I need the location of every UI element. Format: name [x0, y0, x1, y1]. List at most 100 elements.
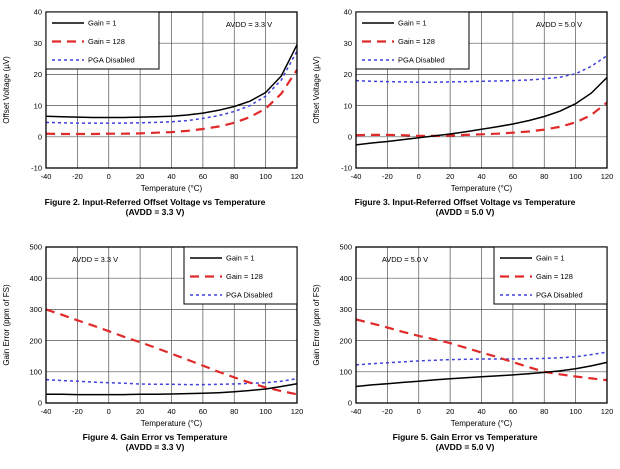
legend-label-gain-128: Gain = 128: [226, 272, 263, 281]
y-tick-labels: -10 0 10 20 30 40: [31, 8, 42, 173]
y-tick-labels: 0 100 200 300 400 500: [29, 243, 42, 408]
gain-error-5v0-chart: -40 -20 0 20 40 60 80 100 120 0 100 200 300 400 500 Tem…: [310, 235, 620, 431]
svg-text:80: 80: [230, 172, 238, 181]
svg-text:60: 60: [199, 172, 207, 181]
figure-4-caption: Figure 4. Gain Error vs Temperature: [82, 432, 228, 442]
series-line-gain-128: [355, 101, 608, 137]
x-tick-labels: -40 -20 0 20 40 60 80 100 120: [351, 407, 614, 416]
x-axis-label: Temperature (°C): [141, 419, 203, 428]
svg-text:120: 120: [601, 407, 614, 416]
svg-text:0: 0: [417, 407, 421, 416]
y-axis-label: Offset Voltage (µV): [312, 56, 321, 124]
svg-text:500: 500: [29, 243, 42, 252]
svg-text:0: 0: [38, 133, 42, 142]
svg-text:-20: -20: [72, 172, 83, 181]
chart-canvas: -40 -20 0 20 40 60 80 100 120 -10 0 10 20 30 40 Tempera…: [312, 8, 614, 193]
svg-text:300: 300: [339, 305, 352, 314]
legend-label-gain-1: Gain = 1: [88, 19, 117, 28]
svg-text:20: 20: [34, 70, 42, 79]
svg-text:300: 300: [29, 305, 42, 314]
svg-text:10: 10: [344, 101, 352, 110]
svg-text:100: 100: [29, 368, 42, 377]
svg-text:100: 100: [569, 407, 582, 416]
avdd-annotation: AVDD = 3.3 V: [72, 255, 118, 264]
y-axis-label: Gain Error (ppm of FS): [312, 284, 321, 366]
x-tick-labels: -40 -20 0 20 40 60 80 100 120: [351, 172, 614, 181]
gain-error-3v3-chart: -40 -20 0 20 40 60 80 100 120 0 100 200 300 400 500 Tem…: [0, 235, 310, 431]
svg-text:80: 80: [540, 172, 548, 181]
figure-5-condition: (AVDD = 5.0 V): [435, 442, 495, 452]
plot-border: [355, 11, 608, 169]
svg-text:-40: -40: [41, 172, 52, 181]
x-tick-labels: -40 -20 0 20 40 60 80 100 120: [41, 172, 304, 181]
svg-text:20: 20: [136, 407, 144, 416]
series-line-gain-1: [45, 44, 298, 119]
figure-4-condition: (AVDD = 3.3 V): [125, 442, 185, 452]
series-line-gain-1: [355, 76, 608, 146]
svg-text:-10: -10: [341, 164, 352, 173]
svg-text:20: 20: [136, 172, 144, 181]
chart-canvas: -40 -20 0 20 40 60 80 100 120 0 100 200 300 400 500 Tem…: [2, 243, 304, 428]
svg-text:20: 20: [446, 407, 454, 416]
svg-text:20: 20: [446, 172, 454, 181]
svg-text:40: 40: [477, 172, 485, 181]
y-tick-labels: 0 100 200 300 400 500: [339, 243, 352, 408]
svg-text:0: 0: [107, 407, 111, 416]
figure-5-caption: Figure 5. Gain Error vs Temperature: [392, 432, 538, 442]
legend-label-gain-128: Gain = 128: [536, 272, 573, 281]
svg-text:100: 100: [339, 368, 352, 377]
svg-text:40: 40: [167, 407, 175, 416]
y-tick-labels: -10 0 10 20 30 40: [341, 8, 352, 173]
plot-border: [45, 11, 298, 169]
chart-canvas: -40 -20 0 20 40 60 80 100 120 0 100 200 300 400 500 Tem…: [312, 243, 614, 428]
legend-label-pga-disabled: PGA Disabled: [226, 291, 273, 300]
series-line-gain-1: [355, 361, 608, 388]
avdd-annotation: AVDD = 5.0 V: [536, 20, 582, 29]
legend-label-gain-1: Gain = 1: [226, 254, 255, 263]
x-tick-labels: -40 -20 0 20 40 60 80 100 120: [41, 407, 304, 416]
svg-text:10: 10: [34, 101, 42, 110]
series-line-gain-1: [46, 382, 298, 396]
figure-5-gain-error-vs-temp-5v0: -40 -20 0 20 40 60 80 100 120 0 100 200 300 400 500 Tem…: [310, 235, 620, 469]
svg-text:80: 80: [540, 407, 548, 416]
legend: Gain = 1 Gain = 128 PGA Disabled: [45, 11, 160, 70]
figure-3-caption: Figure 3. Input-Referred Offset Voltage …: [354, 197, 576, 207]
legend-label-gain-1: Gain = 1: [398, 19, 427, 28]
svg-text:0: 0: [417, 172, 421, 181]
series-line-gain-128: [45, 69, 298, 136]
figure-3-condition: (AVDD = 5.0 V): [435, 207, 495, 217]
series-line-pga-disabled: [45, 50, 298, 124]
legend-label-gain-128: Gain = 128: [398, 37, 435, 46]
legend-label-pga-disabled: PGA Disabled: [88, 56, 135, 65]
svg-text:0: 0: [107, 172, 111, 181]
svg-text:200: 200: [29, 336, 42, 345]
svg-text:100: 100: [569, 172, 582, 181]
svg-text:30: 30: [344, 39, 352, 48]
svg-text:500: 500: [339, 243, 352, 252]
svg-text:-40: -40: [351, 407, 362, 416]
figure-2-offset-vs-temp-3v3: -40 -20 0 20 40 60 80 100 120 -10 0 10 20 30 40 Tempera…: [0, 0, 310, 235]
legend-label-gain-128: Gain = 128: [88, 37, 125, 46]
svg-text:60: 60: [199, 407, 207, 416]
figure-2-condition: (AVDD = 3.3 V): [125, 207, 185, 217]
legend: Gain = 1 Gain = 128 PGA Disabled: [493, 246, 608, 305]
svg-text:-20: -20: [382, 172, 393, 181]
svg-text:200: 200: [339, 336, 352, 345]
svg-text:120: 120: [291, 172, 304, 181]
x-axis-label: Temperature (°C): [141, 184, 203, 193]
svg-text:100: 100: [259, 407, 272, 416]
svg-text:120: 120: [291, 407, 304, 416]
svg-text:400: 400: [29, 274, 42, 283]
svg-text:100: 100: [259, 172, 272, 181]
legend: Gain = 1 Gain = 128 PGA Disabled: [183, 246, 298, 305]
plot-border: [355, 246, 608, 404]
plot-border: [45, 246, 298, 404]
legend-label-pga-disabled: PGA Disabled: [398, 56, 445, 65]
svg-text:40: 40: [477, 407, 485, 416]
svg-text:-40: -40: [351, 172, 362, 181]
svg-text:0: 0: [38, 399, 42, 408]
svg-text:-40: -40: [41, 407, 52, 416]
svg-text:60: 60: [509, 172, 517, 181]
svg-text:20: 20: [344, 70, 352, 79]
